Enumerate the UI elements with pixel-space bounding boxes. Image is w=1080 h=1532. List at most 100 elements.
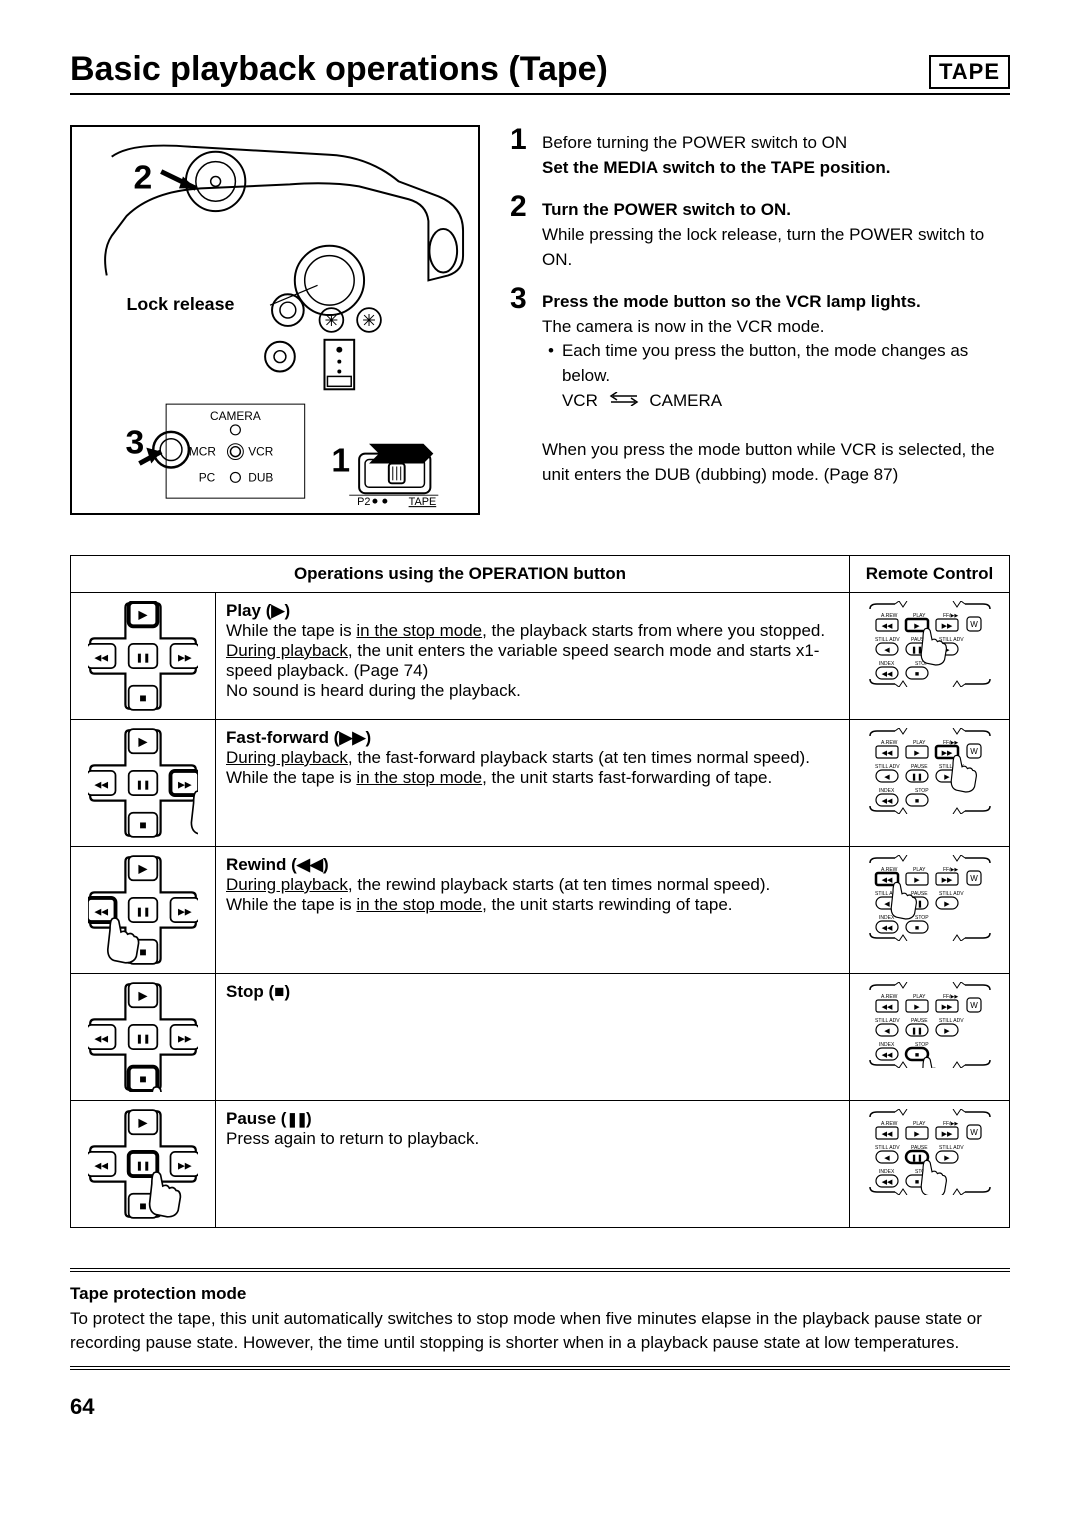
step-text: Before turning the POWER switch to ON [542,133,847,152]
svg-text:A.REW: A.REW [881,740,898,746]
svg-text:◀◀: ◀◀ [881,1179,892,1186]
svg-text:◀◀: ◀◀ [881,798,892,805]
svg-text:◀◀: ◀◀ [881,671,892,678]
remote-cell: A.REWPLAYFF/▶▶◀◀▶▶▶STILL ADVPAUSESTILL A… [850,720,1010,847]
svg-text:PAUSE: PAUSE [911,891,928,897]
svg-text:▶▶: ▶▶ [941,877,952,884]
svg-text:▶: ▶ [944,1028,950,1035]
table-row: ▶▶▶◀◀❚❚■Pause (❚❚)Press again to return … [71,1101,1010,1228]
page-number: 64 [70,1394,1010,1420]
svg-text:CAMERA: CAMERA [210,409,261,423]
svg-text:◀◀: ◀◀ [881,623,892,630]
footer-body: To protect the tape, this unit automatic… [70,1307,1010,1356]
svg-text:❚❚: ❚❚ [136,1160,151,1171]
table-row: ▶▶▶◀◀❚❚■Rewind (◀◀)During playback, the … [71,847,1010,974]
step-number: 3 [510,284,534,487]
svg-text:❚❚: ❚❚ [911,1154,923,1162]
svg-text:W: W [970,747,978,756]
lock-release-label: Lock release [127,294,235,314]
svg-text:FF/▶▶: FF/▶▶ [943,613,958,619]
svg-text:DUB: DUB [248,470,273,484]
bullet-icon: • [548,339,554,413]
svg-text:◀: ◀ [884,901,890,908]
svg-text:▶: ▶ [138,735,148,749]
svg-text:STOP: STOP [915,915,929,921]
svg-text:INDEX: INDEX [879,1169,895,1175]
svg-text:PLAY: PLAY [913,740,926,746]
svg-text:3: 3 [126,425,145,462]
svg-text:▶▶: ▶▶ [178,779,192,789]
operation-desc-cell: Stop (■) [216,974,850,1101]
svg-text:◀: ◀ [884,647,890,654]
remote-cell: A.REWPLAYFF/▶▶◀◀▶▶▶STILL ADVPAUSESTILL A… [850,974,1010,1101]
table-header-ops: Operations using the OPERATION button [71,556,850,593]
svg-text:❚❚: ❚❚ [136,652,151,663]
svg-text:▶: ▶ [914,877,920,884]
camera-diagram: Lock release CAMERA MC [70,125,480,515]
svg-text:▶: ▶ [138,989,148,1003]
mode-vcr: VCR [562,391,598,410]
svg-text:PLAY: PLAY [913,994,926,1000]
step-bold: Press the mode button so the VCR lamp li… [542,292,921,311]
svg-text:◀◀: ◀◀ [94,906,108,916]
svg-text:STILL ADV: STILL ADV [875,637,900,643]
svg-text:▶: ▶ [138,1116,148,1130]
svg-text:STOP: STOP [915,788,929,794]
svg-text:■: ■ [139,1072,146,1086]
svg-text:❚❚: ❚❚ [911,1027,923,1035]
svg-text:▶: ▶ [914,1004,920,1011]
step-1: 1 Before turning the POWER switch to ON … [510,125,1010,180]
remote-cell: A.REWPLAYFF/▶▶◀◀▶▶▶STILL ADVPAUSESTILL A… [850,1101,1010,1228]
svg-text:TAPE: TAPE [409,496,437,508]
svg-text:PAUSE: PAUSE [911,764,928,770]
svg-text:FF/▶▶: FF/▶▶ [943,867,958,873]
step-text: While pressing the lock release, turn th… [542,225,984,269]
svg-text:◀◀: ◀◀ [94,1033,108,1043]
svg-text:■: ■ [139,945,146,959]
svg-text:STILL ADV: STILL ADV [875,1018,900,1024]
svg-text:◀: ◀ [884,1155,890,1162]
svg-text:▶▶: ▶▶ [941,623,952,630]
svg-text:▶▶: ▶▶ [941,1131,952,1138]
svg-text:W: W [970,620,978,629]
svg-text:PC: PC [199,470,216,484]
step-text: The camera is now in the VCR mode. [542,317,825,336]
svg-text:◀◀: ◀◀ [881,750,892,757]
svg-text:◀◀: ◀◀ [94,652,108,662]
svg-text:STILL ADV: STILL ADV [875,764,900,770]
svg-text:▶: ▶ [944,774,950,781]
svg-text:STILL ADV: STILL ADV [875,1145,900,1151]
svg-text:A.REW: A.REW [881,994,898,1000]
svg-text:A.REW: A.REW [881,613,898,619]
svg-text:▶: ▶ [944,901,950,908]
remote-cell: A.REWPLAYFF/▶▶◀◀▶▶▶STILL ADVPAUSESTILL A… [850,847,1010,974]
svg-text:A.REW: A.REW [881,1121,898,1127]
svg-text:▶▶: ▶▶ [178,1160,192,1170]
svg-text:INDEX: INDEX [879,915,895,921]
operation-button-cell: ▶▶▶◀◀❚❚■ [71,1101,216,1228]
svg-text:■: ■ [139,1199,146,1213]
svg-text:VCR: VCR [248,445,273,459]
svg-text:◀: ◀ [884,1028,890,1035]
svg-text:▶: ▶ [138,608,148,622]
steps-list: 1 Before turning the POWER switch to ON … [510,125,1010,515]
step-2: 2 Turn the POWER switch to ON. While pre… [510,192,1010,272]
table-row: ▶▶▶◀◀❚❚■Play (▶)While the tape is in the… [71,593,1010,720]
operation-button-cell: ▶▶▶◀◀❚❚■ [71,720,216,847]
svg-text:1: 1 [331,442,350,479]
svg-text:W: W [970,1001,978,1010]
svg-text:PLAY: PLAY [913,867,926,873]
svg-text:◀◀: ◀◀ [881,925,892,932]
svg-text:STILL ADV: STILL ADV [939,637,964,643]
step-number: 1 [510,125,534,180]
svg-text:■: ■ [914,1052,918,1059]
svg-text:■: ■ [139,818,146,832]
operation-desc-cell: Pause (❚❚)Press again to return to playb… [216,1101,850,1228]
svg-text:MCR: MCR [189,445,216,459]
svg-text:▶▶: ▶▶ [178,906,192,916]
bullet-text: Each time you press the button, the mode… [562,341,968,385]
swap-arrow-icon [607,389,641,414]
tape-badge: TAPE [929,55,1010,89]
step-bold: Set the MEDIA switch to the TAPE positio… [542,158,891,177]
table-row: ▶▶▶◀◀❚❚■Fast-forward (▶▶)During playback… [71,720,1010,847]
